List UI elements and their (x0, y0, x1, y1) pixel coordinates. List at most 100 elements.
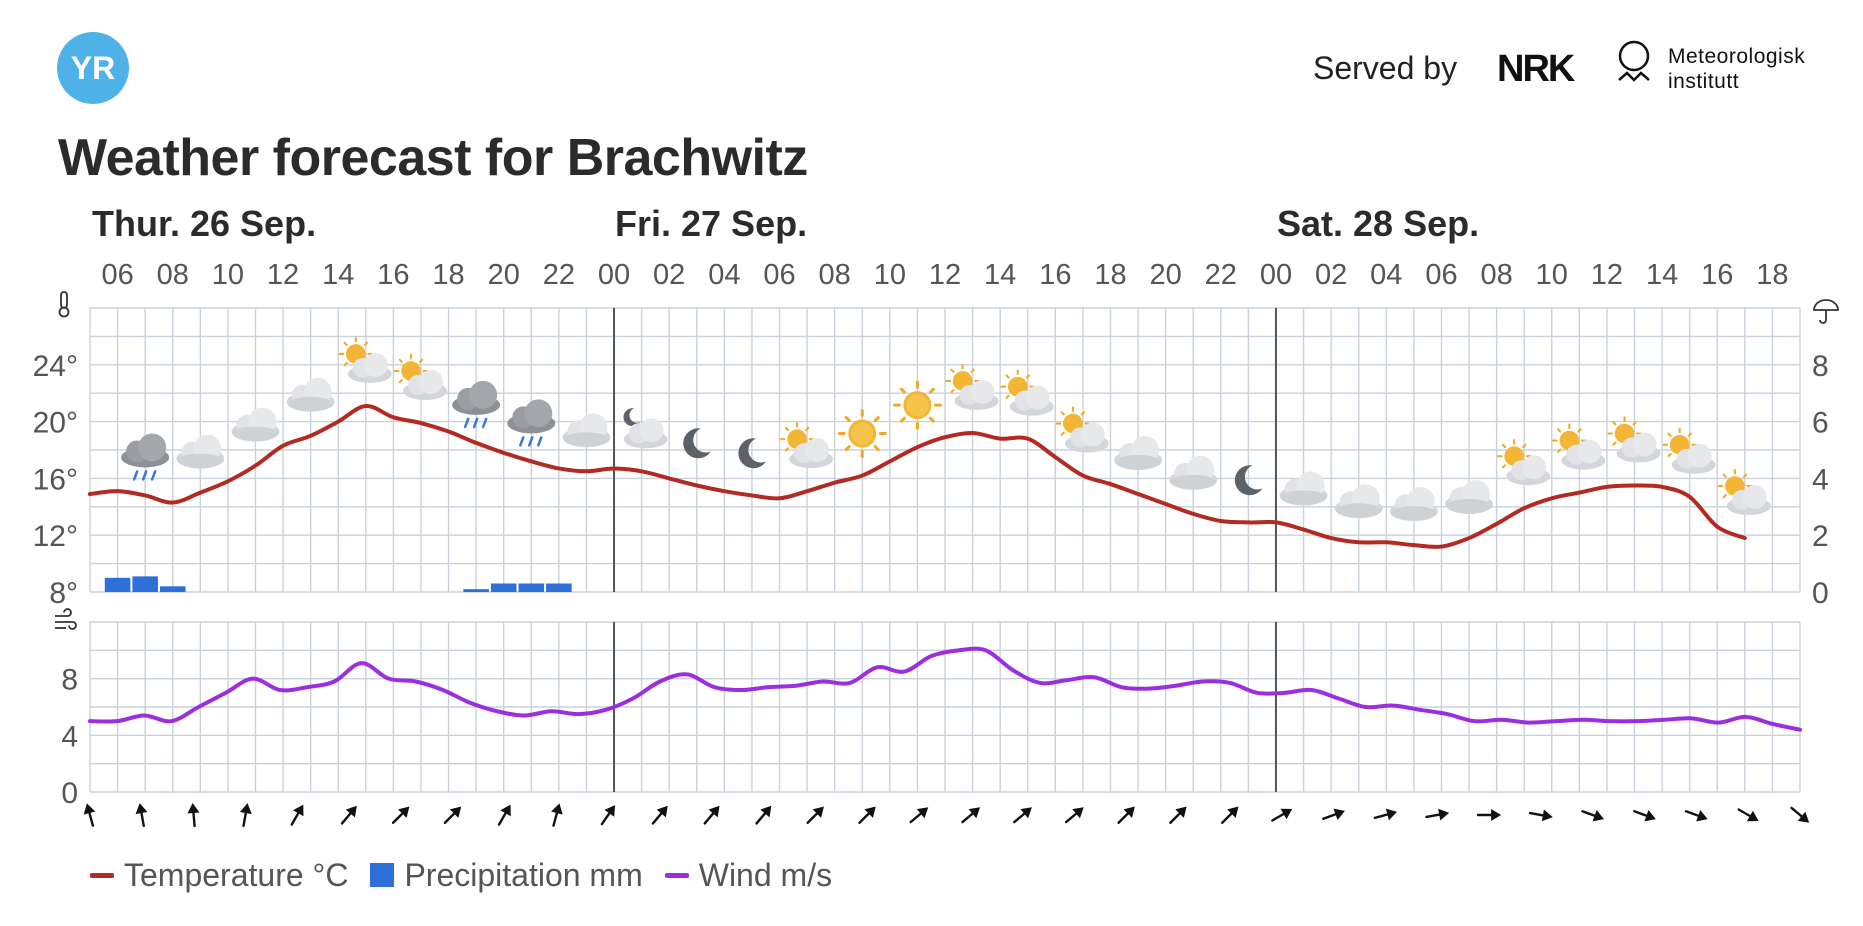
wind-direction-arrow-icon (1061, 801, 1089, 828)
nrk-logo: NRK (1497, 50, 1578, 84)
precipitation-bar (132, 576, 158, 592)
hour-tick-label: 12 (1591, 259, 1623, 291)
wind-tick-label: 0 (61, 777, 78, 810)
cloud-icon (1389, 487, 1438, 522)
cloud-icon (286, 377, 335, 412)
page-title: Weather forecast for Brachwitz (58, 129, 808, 187)
hour-tick-label: 18 (1094, 259, 1126, 291)
cloud-icon (1334, 484, 1383, 519)
wind-direction-arrow-icon (1786, 802, 1815, 829)
legend-precipitation: Precipitation mm (370, 856, 643, 894)
wind-direction-arrow-icon (750, 800, 778, 829)
hour-tick-label: 16 (1701, 259, 1733, 291)
wind-direction-arrow-icon (185, 801, 202, 828)
hour-tick-label: 04 (1370, 259, 1402, 291)
partly-sunny-icon (944, 363, 1001, 412)
wind-direction-arrow-icon (1320, 804, 1349, 826)
partly-sunny-icon (1055, 405, 1111, 455)
yr-logo-text: YR (71, 50, 115, 86)
legend-temperature: Temperature °C (90, 857, 348, 894)
wind-direction-arrow-icon (698, 800, 726, 829)
thermometer-icon-bulb (58, 306, 70, 318)
cloud-icon (1169, 455, 1218, 490)
thermometer-icon-tube (60, 291, 68, 309)
wind-direction-arrow-icon (957, 801, 986, 828)
wind-direction-arrow-icon (1268, 802, 1297, 827)
temperature-tick-label: 20° (33, 407, 78, 440)
wind-direction-arrow-icon (1682, 804, 1711, 826)
nrk-logo-text: NRK (1497, 50, 1576, 84)
wind-direction-arrow-icon (285, 800, 310, 829)
umbrella-icon-canopy (1813, 299, 1839, 311)
cloud-icon (231, 407, 280, 442)
hour-tick-label: 06 (101, 259, 133, 291)
cloud-icon (1445, 480, 1494, 515)
hour-tick-label: 00 (598, 259, 630, 291)
wind-direction-arrow-icon (1630, 804, 1660, 826)
hour-tick-label: 16 (1039, 259, 1071, 291)
hour-tick-label: 14 (322, 259, 354, 291)
cloud-icon (562, 413, 611, 448)
legend-precipitation-swatch (370, 863, 395, 887)
wind-direction-arrow-icon (1216, 801, 1244, 829)
hour-tick-label: 12 (929, 259, 961, 291)
wind-direction-arrow-icon (1372, 804, 1400, 825)
cloud-icon (1279, 471, 1328, 506)
temperature-tick-label: 16° (33, 463, 78, 496)
wind-direction-arrow-icon (1579, 804, 1608, 826)
precipitation-bar (490, 583, 517, 592)
wind-direction-arrow-icon (647, 800, 674, 829)
yr-logo: YR (57, 32, 129, 104)
temperature-tick-label: 8° (49, 577, 78, 610)
hour-tick-label: 08 (819, 259, 851, 291)
day-label: Thur. 26 Sep. (92, 203, 316, 244)
hour-tick-label: 22 (543, 259, 575, 291)
hour-tick-label: 18 (1756, 259, 1788, 291)
wind-line (88, 646, 1802, 732)
wind-direction-arrow-icon (1527, 805, 1555, 825)
hour-tick-label: 10 (1536, 259, 1568, 291)
hour-tick-label: 02 (653, 259, 685, 291)
wind-direction-arrow-icon (492, 800, 517, 829)
hour-tick-label: 00 (1260, 259, 1292, 291)
wind-direction-arrow-icon (1476, 807, 1503, 823)
met-line1: Meteorologisk (1668, 45, 1806, 68)
precipitation-bar (159, 586, 186, 592)
wind-direction-arrow-icon (132, 800, 151, 829)
chart-legend: Temperature °C Precipitation mm Wind m/s (90, 855, 854, 895)
cloud-icon (176, 434, 225, 469)
served-by-label: Served by (1313, 50, 1458, 86)
wind-direction-arrow-icon (1164, 801, 1193, 829)
temperature-tick-label: 12° (33, 520, 78, 553)
legend-precipitation-label: Precipitation mm (404, 856, 643, 893)
cloud-icon (1114, 436, 1163, 471)
precipitation-bar (546, 583, 572, 592)
hour-tick-label: 04 (708, 259, 740, 291)
temperature-line (88, 403, 1747, 549)
rain-cloud-icon (506, 398, 557, 447)
hour-tick-label: 08 (157, 259, 189, 291)
partly-sunny-icon (1606, 415, 1663, 464)
hour-tick-label: 10 (874, 259, 906, 291)
wind-tick-label: 8 (61, 664, 78, 697)
hour-tick-label: 06 (1425, 259, 1457, 291)
wind-direction-arrow-icon (387, 801, 415, 829)
met-institute-icon (1618, 40, 1650, 82)
precipitation-tick-label: 4 (1812, 463, 1829, 496)
rain-cloud-icon (119, 432, 171, 481)
umbrella-icon (1813, 299, 1839, 324)
wind-direction-arrow-icon (1424, 805, 1452, 825)
partly-sunny-icon (1717, 468, 1773, 517)
precipitation-tick-label: 8 (1812, 350, 1829, 383)
wind-tick-label: 4 (61, 720, 78, 753)
day-label: Sat. 28 Sep. (1277, 203, 1479, 244)
wind-direction-arrow-icon (439, 801, 467, 829)
wind-direction-arrow-icon (595, 800, 622, 829)
partly-sunny-icon (779, 421, 835, 470)
partly-sunny-icon (338, 336, 394, 385)
legend-wind-swatch (664, 872, 689, 878)
met-institute-name: Meteorologisk institutt (1668, 44, 1805, 94)
thermometer-icon (58, 291, 70, 318)
hour-tick-label: 14 (1646, 259, 1678, 291)
